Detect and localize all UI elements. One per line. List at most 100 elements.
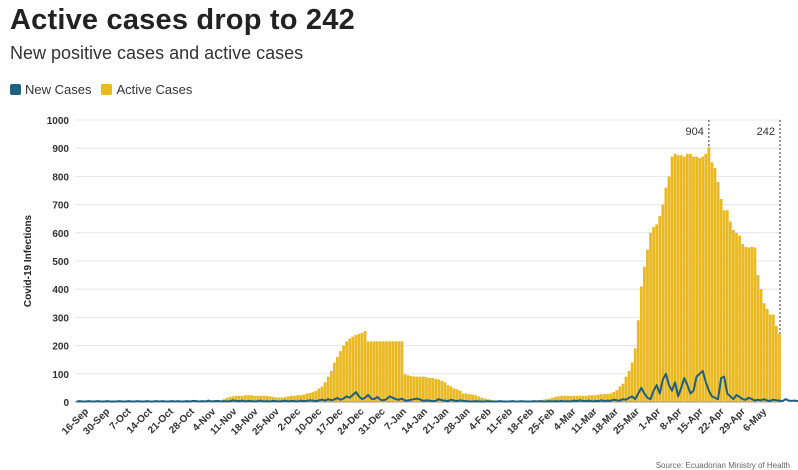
active-cases-bar	[738, 235, 741, 402]
active-cases-bar	[596, 394, 600, 402]
source-note: Source: Ecuadorian Ministry of Health	[655, 461, 790, 470]
active-cases-bar	[667, 176, 671, 402]
active-cases-bar	[719, 198, 723, 402]
active-cases-bar	[320, 386, 324, 402]
x-tick-label: 1-Apr	[637, 406, 663, 432]
active-cases-bar	[606, 394, 609, 402]
active-cases-bar	[483, 398, 487, 402]
active-cases-bar	[348, 338, 352, 402]
x-tick-label: 6-May	[741, 406, 769, 434]
active-cases-bar	[636, 320, 640, 402]
active-cases-bar	[317, 388, 321, 402]
active-cases-bar	[247, 395, 250, 402]
active-cases-bar	[575, 395, 579, 402]
active-cases-bar	[670, 156, 674, 402]
active-cases-bar	[728, 221, 732, 402]
active-cases-bar	[286, 396, 290, 402]
active-cases-bar	[452, 388, 456, 402]
active-cases-bar	[621, 383, 625, 402]
active-cases-bar	[425, 377, 428, 402]
y-tick-label: 800	[52, 172, 69, 183]
y-tick-label: 700	[52, 201, 69, 212]
active-cases-bar	[744, 246, 748, 402]
page-title: Active cases drop to 242	[10, 4, 355, 36]
active-cases-bar	[747, 247, 751, 402]
active-cases-bar	[342, 345, 345, 402]
active-cases-bar	[689, 153, 692, 402]
active-cases-bar	[455, 389, 459, 402]
active-cases-bar	[710, 162, 714, 402]
active-cases-bar	[431, 378, 434, 402]
active-cases-bar	[283, 396, 287, 402]
legend-item-new-cases[interactable]: New Cases	[10, 82, 91, 97]
active-cases-bar	[262, 395, 266, 402]
active-cases-bar	[379, 341, 382, 402]
active-cases-bar	[391, 341, 395, 402]
active-cases-bar	[554, 396, 557, 402]
active-cases-bar	[587, 395, 591, 402]
active-cases-bar	[446, 385, 450, 402]
active-cases-bar	[775, 325, 778, 402]
active-cases-bar	[443, 382, 447, 402]
active-cases-bar	[228, 396, 232, 402]
active-cases-bar	[692, 156, 695, 402]
active-cases-bar	[422, 376, 425, 402]
active-cases-bar	[612, 392, 616, 402]
active-cases-bar	[418, 376, 422, 402]
active-cases-bar	[756, 275, 760, 402]
active-cases-bar	[461, 393, 465, 402]
active-cases-bar	[397, 341, 401, 402]
active-cases-bar	[360, 332, 364, 402]
active-cases-bar	[618, 386, 622, 402]
y-axis-label: Covid-19 Infections	[23, 214, 34, 307]
active-cases-bar	[480, 397, 484, 402]
active-cases-bar	[240, 395, 244, 402]
active-cases-bar	[762, 303, 766, 402]
chart-legend: New Cases Active Cases	[10, 82, 202, 97]
active-cases-bar	[339, 351, 342, 402]
legend-item-active-cases[interactable]: Active Cases	[101, 82, 192, 97]
y-tick-label: 100	[52, 370, 69, 381]
active-cases-bar	[676, 155, 680, 402]
active-cases-bar	[277, 397, 281, 402]
active-cases-bar	[299, 395, 302, 402]
active-cases-bar	[437, 379, 441, 402]
active-cases-bar	[682, 156, 686, 402]
legend-swatch-new-cases	[10, 84, 21, 95]
active-cases-bar	[428, 378, 431, 402]
active-cases-bar	[759, 289, 763, 402]
y-tick-label: 1000	[47, 116, 70, 127]
y-tick-label: 900	[52, 144, 69, 155]
active-cases-bar	[615, 390, 619, 402]
active-cases-bar	[274, 397, 278, 402]
active-cases-bar	[268, 396, 272, 402]
active-cases-bar	[633, 348, 637, 402]
y-tick-label: 200	[52, 342, 69, 353]
active-cases-bar	[566, 395, 570, 402]
active-cases-bar	[375, 341, 379, 402]
active-cases-bar	[366, 341, 370, 402]
active-cases-bar	[314, 390, 318, 402]
active-cases-bar	[707, 147, 711, 402]
active-cases-bar	[400, 341, 404, 402]
active-cases-bar	[722, 210, 726, 402]
legend-label-new-cases: New Cases	[25, 82, 92, 97]
active-cases-bar	[225, 397, 229, 402]
active-cases-bar	[449, 386, 453, 402]
active-cases-bar	[406, 375, 410, 402]
active-cases-bar	[363, 330, 367, 402]
active-cases-bar	[372, 341, 376, 402]
active-cases-bar	[253, 395, 256, 402]
active-cases-bar	[569, 395, 573, 402]
y-tick-label: 300	[52, 313, 69, 324]
active-cases-bar	[464, 393, 468, 402]
active-cases-bar	[259, 395, 263, 402]
active-cases-bar	[600, 394, 603, 402]
active-cases-bar	[578, 395, 582, 402]
active-cases-bar	[725, 210, 729, 402]
active-cases-bar	[593, 395, 597, 402]
active-cases-bar	[661, 204, 665, 402]
active-cases-bar	[382, 341, 385, 402]
active-cases-bar	[458, 390, 462, 402]
